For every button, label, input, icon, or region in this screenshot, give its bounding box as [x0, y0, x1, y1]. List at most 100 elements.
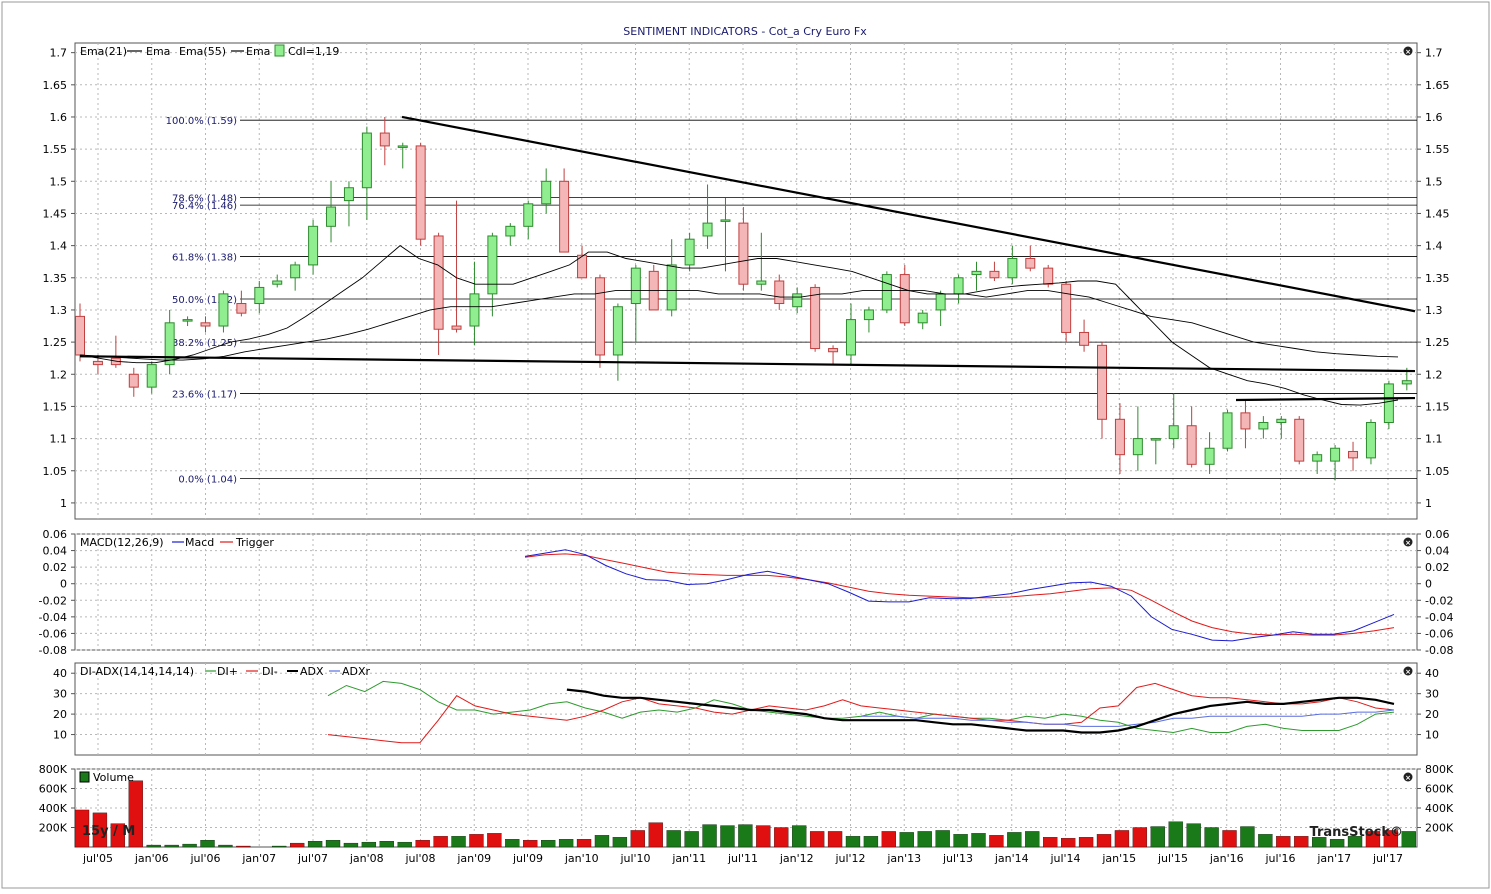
candle-body	[774, 280, 785, 305]
candle	[899, 264, 910, 327]
y-tick-label-left: -0.08	[39, 644, 67, 657]
volume-bar	[1025, 831, 1040, 848]
volume-bar	[236, 845, 251, 848]
candle-body	[343, 187, 354, 202]
y-tick-label-left: 1.25	[43, 336, 68, 349]
candle	[343, 181, 354, 227]
candle-body	[1222, 412, 1233, 449]
volume-bar	[290, 842, 305, 848]
candle	[989, 261, 1000, 281]
macd-close-icon[interactable]: ×	[1403, 537, 1413, 548]
candle-body	[326, 206, 337, 227]
y-tick-label-left: 1.05	[43, 465, 68, 478]
volume-bar	[1007, 832, 1022, 848]
candle-body	[1132, 438, 1143, 456]
y-tick-label-left: 1.35	[43, 272, 68, 285]
y-tick-label-left: 10	[53, 729, 67, 742]
fib-level-label: 100.0% (1.59)	[166, 116, 237, 127]
y-tick-label-right: 1	[1425, 497, 1432, 510]
adx-close-icon[interactable]: ×	[1403, 666, 1413, 677]
svg-text:×: ×	[1405, 48, 1411, 56]
svg-text:×: ×	[1405, 774, 1411, 782]
volume-bar	[1222, 830, 1237, 848]
fib-level-label: 38.2% (1.25)	[172, 338, 237, 349]
volume-bar	[325, 840, 341, 848]
x-tick-label: jul'07	[297, 852, 328, 865]
candle	[774, 274, 785, 310]
y-tick-label-right: 1.35	[1425, 272, 1450, 285]
x-tick-label: jan'13	[886, 852, 921, 865]
candle-body	[594, 277, 605, 356]
fib-level-label: 61.8% (1.38)	[172, 253, 237, 264]
candle	[272, 274, 283, 288]
y-tick-label-right: 0.02	[1425, 561, 1450, 574]
candle-body	[810, 286, 821, 350]
volume-bar	[720, 825, 735, 848]
candle-body	[702, 222, 713, 237]
legend-macd: Macd	[185, 536, 214, 549]
candle	[1025, 245, 1036, 272]
svg-text:×: ×	[1405, 668, 1411, 676]
volume-bar	[971, 833, 986, 848]
candle	[828, 345, 839, 365]
volume-bar	[1329, 839, 1345, 848]
candle	[971, 261, 982, 291]
candle	[863, 306, 874, 333]
candle-body	[451, 325, 462, 330]
volume-bar	[182, 843, 197, 848]
volume-bar	[738, 824, 753, 848]
candle-body	[92, 360, 103, 366]
candle	[1079, 319, 1090, 352]
y-tick-label-left: 0.06	[43, 528, 68, 541]
macd-legend: MACD(12,26,9) Macd Trigger	[80, 536, 274, 549]
volume-bar	[110, 823, 126, 848]
ema55-line	[79, 290, 1399, 361]
candle	[326, 181, 337, 243]
adx-legend: DI-ADX(14,14,14,14) DI+ DI- ADX ADXr	[80, 665, 371, 678]
candle-body	[272, 280, 283, 285]
candle	[648, 264, 659, 311]
candle	[541, 168, 552, 214]
legend-adxr: ADXr	[342, 665, 371, 678]
candle	[1204, 432, 1215, 474]
candle	[756, 232, 767, 291]
volume-bar	[343, 842, 359, 848]
y-tick-label-left: 1.1	[50, 433, 68, 446]
y-tick-label-right: -0.08	[1425, 644, 1453, 657]
y-tick-label-right: -0.02	[1425, 594, 1453, 607]
volume-bar	[702, 824, 717, 848]
support-trendline	[79, 355, 1416, 373]
y-tick-label-right: 1.3	[1425, 304, 1443, 317]
volume-bar	[523, 840, 538, 848]
candle	[1007, 245, 1018, 285]
candle	[792, 287, 803, 314]
candle-body	[1007, 257, 1018, 279]
x-tick-label: jan'06	[134, 852, 169, 865]
x-tick-label: jan'16	[1209, 852, 1244, 865]
volume-close-icon[interactable]: ×	[1403, 772, 1413, 783]
x-tick-label: jan'11	[671, 852, 706, 865]
volume-bar	[1204, 827, 1219, 848]
candle-body	[666, 264, 677, 311]
adx-line	[566, 688, 1395, 734]
volume-bar	[845, 836, 861, 848]
candle	[684, 232, 695, 272]
x-tick-label: jul'06	[189, 852, 220, 865]
volume-bar	[684, 831, 699, 848]
candle	[415, 142, 426, 246]
volume-bar	[397, 841, 412, 848]
resistance-trendline	[401, 115, 1416, 313]
neckline-trendline	[1235, 396, 1416, 402]
candle-body	[1276, 418, 1287, 424]
candle-body	[1025, 257, 1036, 269]
y-tick-label-right: 1.65	[1425, 79, 1450, 92]
volume-bar	[469, 834, 484, 848]
y-tick-label-right: 10	[1425, 729, 1439, 742]
volume-bar	[917, 831, 932, 848]
y-tick-label-left: 0	[60, 578, 67, 591]
candle-body	[236, 303, 247, 314]
price-close-icon[interactable]: ×	[1403, 46, 1413, 57]
y-tick-label-right: 1.15	[1425, 400, 1450, 413]
volume-bar	[272, 845, 287, 848]
